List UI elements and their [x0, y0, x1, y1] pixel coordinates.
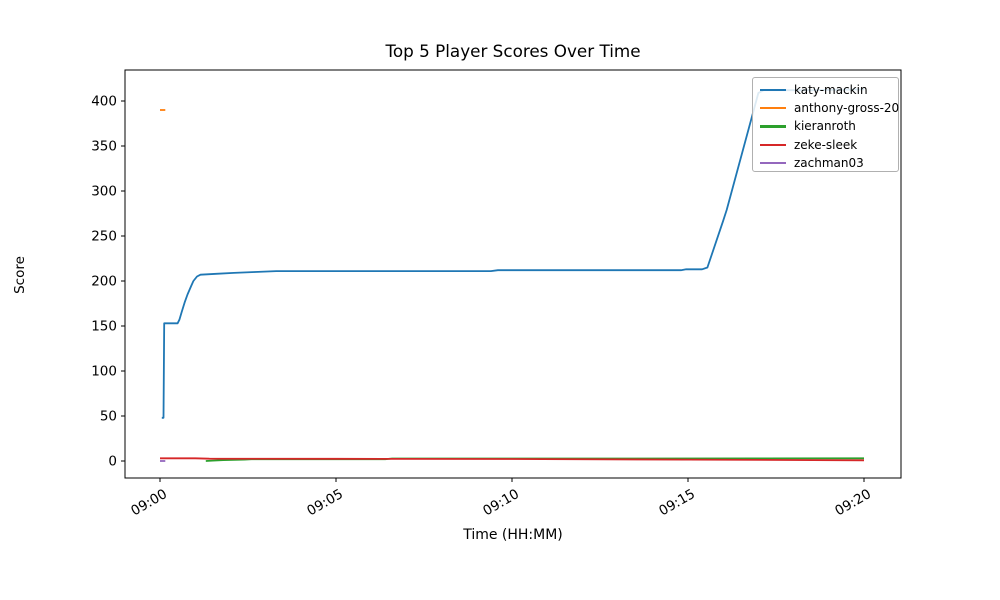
- legend-line-swatch: [760, 125, 786, 128]
- legend-label: anthony-gross-20: [794, 101, 900, 116]
- y-tick-label: 50: [100, 409, 117, 425]
- legend-line-swatch: [760, 107, 786, 110]
- series-line-zeke-sleek: [160, 457, 865, 462]
- legend-label: kieranroth: [794, 119, 856, 134]
- legend-item: katy-mackin: [753, 81, 898, 99]
- x-tick-label: 09:05: [304, 486, 346, 519]
- y-axis-label: Score: [12, 256, 28, 294]
- y-tick-label: 100: [91, 364, 117, 380]
- x-tick-label: 09:00: [128, 486, 170, 519]
- y-tick-label: 300: [91, 184, 117, 200]
- legend-item: anthony-gross-20: [753, 99, 900, 117]
- series-line-katy-mackin: [161, 88, 865, 419]
- x-axis-label: Time (HH:MM): [463, 527, 563, 543]
- legend: katy-mackin anthony-gross-20 kieranroth …: [752, 77, 899, 172]
- y-tick-label: 250: [91, 229, 117, 245]
- y-tick-label: 400: [91, 94, 117, 110]
- chart-title: Top 5 Player Scores Over Time: [385, 41, 641, 61]
- y-tick-label: 0: [108, 454, 117, 470]
- y-tick-label: 200: [91, 274, 117, 290]
- legend-item: zeke-sleek: [753, 136, 898, 154]
- legend-label: zeke-sleek: [794, 137, 858, 152]
- y-tick-label: 150: [91, 319, 117, 335]
- legend-label: katy-mackin: [794, 83, 868, 98]
- y-tick-label: 350: [91, 139, 117, 155]
- legend-item: zachman03: [753, 154, 898, 172]
- x-tick-label: 09:15: [656, 486, 698, 519]
- legend-label: zachman03: [794, 155, 864, 170]
- x-tick-label: 09:10: [480, 486, 522, 519]
- legend-line-swatch: [760, 143, 786, 146]
- legend-line-swatch: [760, 161, 786, 164]
- legend-line-swatch: [760, 88, 786, 92]
- x-tick-label: 09:20: [832, 486, 874, 519]
- legend-item: kieranroth: [753, 117, 898, 135]
